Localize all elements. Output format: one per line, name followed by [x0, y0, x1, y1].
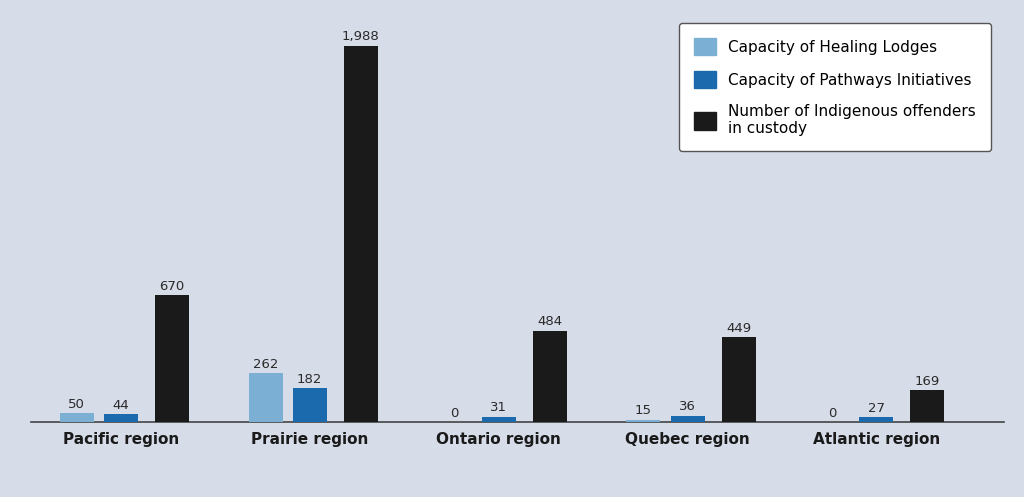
Text: 27: 27 [868, 402, 885, 415]
Text: 15: 15 [635, 405, 652, 417]
Bar [627, 419, 660, 422]
Legend: Capacity of Healing Lodges, Capacity of Pathways Initiatives, Number of Indigeno: Capacity of Healing Lodges, Capacity of … [679, 22, 991, 152]
Text: 1,988: 1,988 [342, 30, 380, 43]
Bar [59, 413, 93, 422]
Text: 36: 36 [679, 401, 696, 414]
Text: 0: 0 [451, 407, 459, 420]
Bar [532, 331, 566, 422]
Bar [859, 417, 893, 422]
Bar [481, 416, 516, 422]
Text: 262: 262 [253, 357, 279, 370]
Bar [722, 337, 756, 422]
Text: 182: 182 [297, 373, 323, 386]
Text: 0: 0 [828, 407, 837, 420]
Text: 44: 44 [113, 399, 129, 412]
Bar [344, 46, 378, 422]
Text: 50: 50 [69, 398, 85, 411]
Bar [293, 388, 327, 422]
Bar [249, 373, 283, 422]
Text: 31: 31 [490, 401, 507, 414]
Text: 484: 484 [537, 316, 562, 329]
Text: 169: 169 [914, 375, 940, 388]
Bar [155, 295, 188, 422]
Text: 670: 670 [159, 280, 184, 293]
Bar [910, 391, 944, 422]
Bar [103, 414, 138, 422]
Text: 449: 449 [726, 322, 751, 335]
Bar [671, 415, 705, 422]
